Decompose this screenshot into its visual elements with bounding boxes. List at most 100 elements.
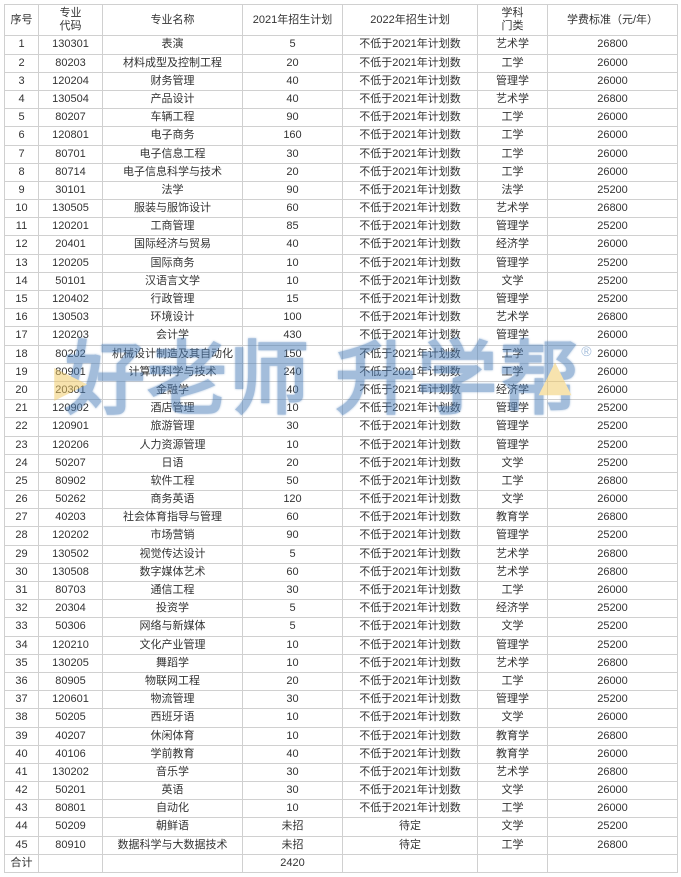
- header-plan2021: 2021年招生计划: [243, 5, 343, 36]
- cell-p2021: 10: [243, 272, 343, 290]
- table-row: 1130301表演5不低于2021年计划数艺术学26800: [5, 36, 678, 54]
- cell-name: 英语: [103, 782, 243, 800]
- cell-fee: 26000: [548, 54, 678, 72]
- cell-p2022: 不低于2021年计划数: [343, 236, 478, 254]
- cell-fee: 26000: [548, 145, 678, 163]
- cell-fee: 25200: [548, 418, 678, 436]
- cell-name: 材料成型及控制工程: [103, 54, 243, 72]
- cell-code: 20304: [39, 600, 103, 618]
- cell-fee: 26800: [548, 36, 678, 54]
- cell-seq: 11: [5, 218, 39, 236]
- table-row: 580207车辆工程90不低于2021年计划数工学26000: [5, 109, 678, 127]
- cell-p2022: 不低于2021年计划数: [343, 400, 478, 418]
- cell-name: 旅游管理: [103, 418, 243, 436]
- cell-p2021: 40: [243, 90, 343, 108]
- cell-seq: 35: [5, 654, 39, 672]
- cell-fee: 26000: [548, 345, 678, 363]
- cell-code: 120202: [39, 527, 103, 545]
- cell-p2022: 不低于2021年计划数: [343, 36, 478, 54]
- cell-p2021: 50: [243, 472, 343, 490]
- cell-p2022: 不低于2021年计划数: [343, 563, 478, 581]
- table-row: 13120205国际商务10不低于2021年计划数管理学25200: [5, 254, 678, 272]
- cell-fee: 26000: [548, 127, 678, 145]
- cell-code: 20401: [39, 236, 103, 254]
- table-row: 17120203会计学430不低于2021年计划数管理学26000: [5, 327, 678, 345]
- cell-fee: 26000: [548, 800, 678, 818]
- cell-name: 物流管理: [103, 691, 243, 709]
- cell-name: 机械设计制造及其自动化: [103, 345, 243, 363]
- cell-fee: 26000: [548, 381, 678, 399]
- cell-seq: 9: [5, 181, 39, 199]
- cell-p2022: 不低于2021年计划数: [343, 254, 478, 272]
- cell-cat: 文学: [478, 818, 548, 836]
- table-row: 15120402行政管理15不低于2021年计划数管理学25200: [5, 291, 678, 309]
- cell-p2021: 90: [243, 181, 343, 199]
- cell-name: 休闲体育: [103, 727, 243, 745]
- cell-code: 80207: [39, 109, 103, 127]
- cell-fee: 25200: [548, 436, 678, 454]
- cell-p2021: 40: [243, 381, 343, 399]
- cell-code: 80905: [39, 672, 103, 690]
- cell-fee: 26800: [548, 654, 678, 672]
- table-row: 4040106学前教育40不低于2021年计划数教育学26000: [5, 745, 678, 763]
- cell-fee: 26000: [548, 236, 678, 254]
- cell-name: 电子商务: [103, 127, 243, 145]
- cell-cat: 工学: [478, 345, 548, 363]
- cell-cat: 管理学: [478, 291, 548, 309]
- cell-p2021: 90: [243, 109, 343, 127]
- cell-code: 80714: [39, 163, 103, 181]
- cell-code: 130301: [39, 36, 103, 54]
- cell-cat: 管理学: [478, 72, 548, 90]
- cell-code: 130508: [39, 563, 103, 581]
- cell-cat: 教育学: [478, 727, 548, 745]
- cell-cat: 艺术学: [478, 545, 548, 563]
- cell-seq: 1: [5, 36, 39, 54]
- total-sum: 2420: [243, 854, 343, 872]
- cell-p2022: 不低于2021年计划数: [343, 218, 478, 236]
- cell-cat: 管理学: [478, 418, 548, 436]
- cell-p2022: 不低于2021年计划数: [343, 763, 478, 781]
- cell-p2022: 不低于2021年计划数: [343, 72, 478, 90]
- table-row: 4450209朝鲜语未招待定文学25200: [5, 818, 678, 836]
- cell-seq: 44: [5, 818, 39, 836]
- cell-p2021: 20: [243, 672, 343, 690]
- cell-code: 130504: [39, 90, 103, 108]
- cell-fee: 25200: [548, 818, 678, 836]
- cell-seq: 36: [5, 672, 39, 690]
- cell-cat: 工学: [478, 472, 548, 490]
- cell-fee: 26000: [548, 782, 678, 800]
- cell-fee: 26800: [548, 563, 678, 581]
- cell-name: 车辆工程: [103, 109, 243, 127]
- cell-p2022: 不低于2021年计划数: [343, 109, 478, 127]
- cell-p2022: 不低于2021年计划数: [343, 291, 478, 309]
- header-plan2022: 2022年招生计划: [343, 5, 478, 36]
- cell-code: 120902: [39, 400, 103, 418]
- cell-p2021: 10: [243, 436, 343, 454]
- table-row: 2740203社会体育指导与管理60不低于2021年计划数教育学26800: [5, 509, 678, 527]
- cell-p2022: 不低于2021年计划数: [343, 163, 478, 181]
- cell-seq: 16: [5, 309, 39, 327]
- cell-fee: 26000: [548, 672, 678, 690]
- cell-cat: 文学: [478, 491, 548, 509]
- cell-code: 80901: [39, 363, 103, 381]
- table-row: 2450207日语20不低于2021年计划数文学25200: [5, 454, 678, 472]
- cell-seq: 22: [5, 418, 39, 436]
- cell-cat: 工学: [478, 672, 548, 690]
- cell-seq: 17: [5, 327, 39, 345]
- cell-name: 电子信息科学与技术: [103, 163, 243, 181]
- cell-seq: 39: [5, 727, 39, 745]
- cell-code: 40106: [39, 745, 103, 763]
- cell-fee: 26000: [548, 363, 678, 381]
- cell-code: 130202: [39, 763, 103, 781]
- cell-p2021: 150: [243, 345, 343, 363]
- header-row: 序号 专业 代码 专业名称 2021年招生计划 2022年招生计划 学科 门类 …: [5, 5, 678, 36]
- total-row: 合计 2420: [5, 854, 678, 872]
- table-row: 3220304投资学5不低于2021年计划数经济学25200: [5, 600, 678, 618]
- cell-name: 计算机科学与技术: [103, 363, 243, 381]
- cell-seq: 40: [5, 745, 39, 763]
- table-row: 6120801电子商务160不低于2021年计划数工学26000: [5, 127, 678, 145]
- cell-name: 视觉传达设计: [103, 545, 243, 563]
- cell-seq: 10: [5, 200, 39, 218]
- cell-cat: 艺术学: [478, 309, 548, 327]
- cell-cat: 管理学: [478, 527, 548, 545]
